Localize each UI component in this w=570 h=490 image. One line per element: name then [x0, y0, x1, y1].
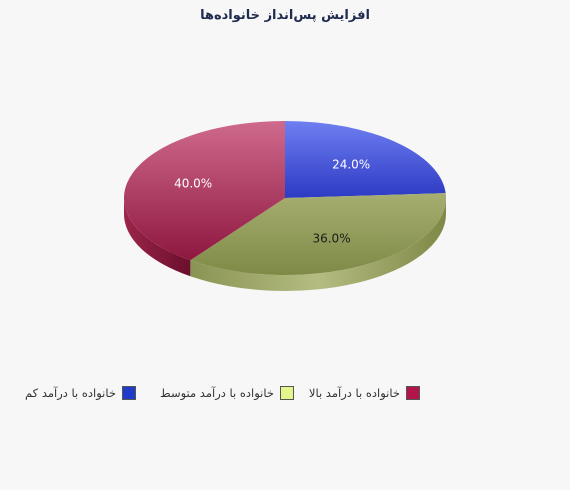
- slice-high-income-side: [124, 198, 191, 277]
- slice-high-income-label: 40.0%: [174, 177, 212, 191]
- slice-low-income-label: 24.0%: [332, 157, 370, 171]
- legend-swatch-high-income: [406, 386, 420, 400]
- legend-item-high-income: خانواده با درآمد بالا: [309, 386, 420, 400]
- slice-high-income: [123, 121, 285, 261]
- legend-label-high-income: خانواده با درآمد بالا: [308, 386, 400, 400]
- legend-label-middle-income: خانواده با درآمد متوسط: [160, 386, 274, 400]
- legend-label-low-income: خانواده با درآمد کم: [25, 386, 116, 400]
- legend-swatch-low-income: [122, 386, 136, 400]
- legend-swatch-middle-income: [280, 386, 294, 400]
- slice-middle-income-side: [190, 198, 446, 291]
- slice-middle-income: [190, 193, 447, 275]
- legend: خانواده با درآمد بالا خانواده با درآمد م…: [0, 386, 570, 410]
- legend-item-middle-income: خانواده با درآمد متوسط: [160, 386, 294, 400]
- slice-low-income: [285, 121, 446, 198]
- chart-title: افزایش پس‌انداز خانواده‌ها: [200, 8, 370, 23]
- legend-item-low-income: خانواده با درآمد کم: [25, 386, 136, 400]
- slice-middle-income-label: 36.0%: [312, 231, 350, 245]
